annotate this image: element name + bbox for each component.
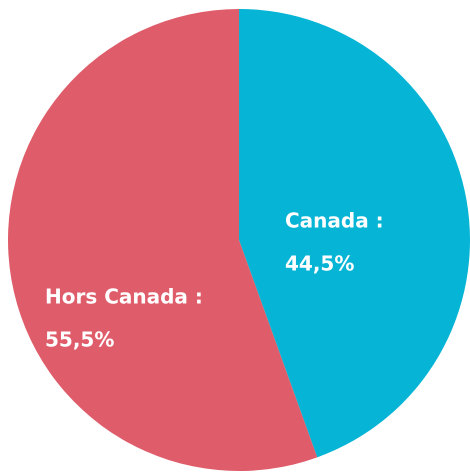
slice-label: Hors Canada : — [45, 285, 203, 309]
slice-label: Canada : — [285, 209, 384, 233]
pie-slice — [239, 9, 470, 458]
slice-value-label: 44,5% — [285, 252, 354, 276]
slice-value-label: 55,5% — [45, 328, 114, 352]
pie-slice — [7, 9, 318, 471]
